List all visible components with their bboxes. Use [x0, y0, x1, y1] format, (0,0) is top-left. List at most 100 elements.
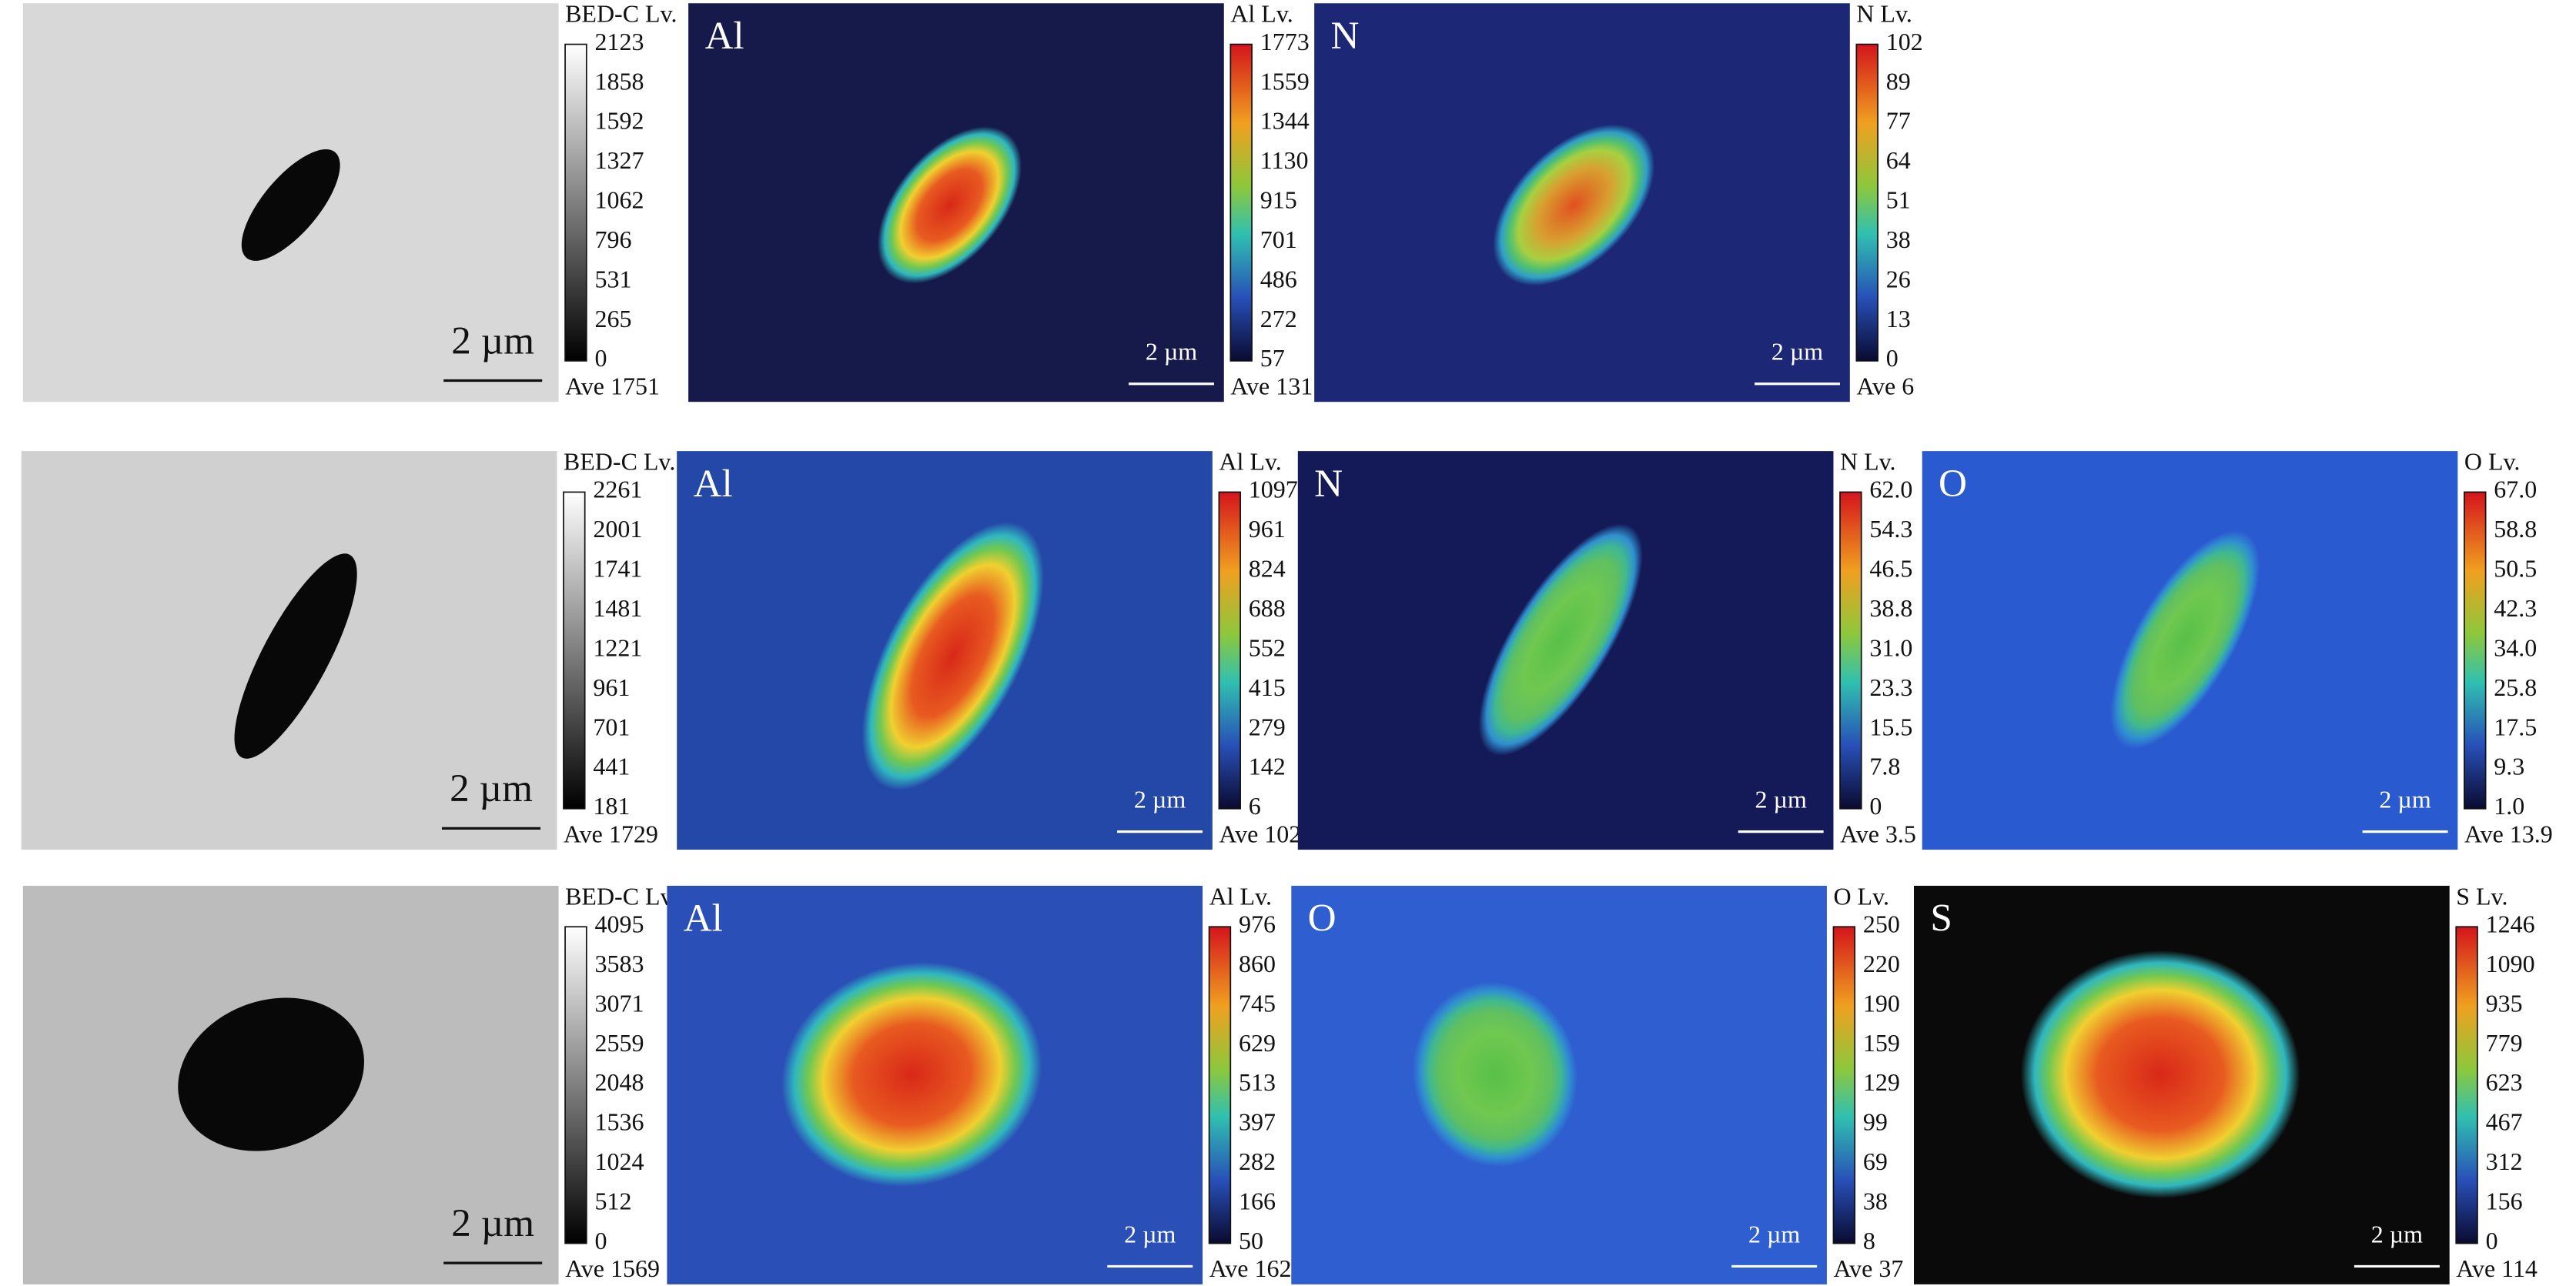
- colorbar-title: N Lv.: [1856, 1, 1912, 28]
- colorbar-tick-label: 250: [1863, 911, 1900, 938]
- colorbar: [1832, 926, 1856, 1244]
- colorbar-tick-label: 1024: [594, 1148, 644, 1175]
- scale-label: 2 µm: [2379, 787, 2430, 813]
- colorbar-tick-label: 1344: [1260, 108, 1310, 135]
- colorbar-tick-label: 26: [1886, 266, 1911, 292]
- colorbar-tick-label: 441: [593, 753, 630, 780]
- colorbar-tick-label: 142: [1249, 753, 1286, 780]
- colorbar-tick-label: 961: [1249, 516, 1286, 543]
- inclusion: [178, 997, 364, 1151]
- colorbar: [1839, 491, 1862, 810]
- average-label: Ave 6: [1856, 372, 1914, 399]
- colorbar-tick-label: 46.5: [1869, 556, 1912, 583]
- inclusion: [1412, 981, 1578, 1167]
- colorbar-tick-label: 3071: [594, 990, 644, 1017]
- element-label: O: [1939, 462, 1967, 506]
- average-label: Ave 1569: [565, 1255, 660, 1282]
- colorbar-tick-label: 57: [1260, 345, 1285, 372]
- map-panel: 2 µm: [22, 3, 559, 403]
- colorbar-tick-label: 779: [2486, 1030, 2523, 1057]
- colorbar-tick-label: 2123: [594, 28, 644, 55]
- colorbar-title: BED-C Lv.: [565, 883, 677, 910]
- colorbar-tick-label: 0: [1886, 345, 1899, 372]
- colorbar-tick-label: 38: [1886, 226, 1911, 253]
- inclusion: [1478, 523, 1643, 756]
- scale-label: 2 µm: [1748, 1221, 1800, 1248]
- element-label: Al: [704, 14, 744, 58]
- colorbar-tick-label: 1481: [593, 595, 642, 622]
- scale-label: 2 µm: [1134, 787, 1186, 813]
- colorbar-tick-label: 1536: [594, 1109, 644, 1136]
- colorbar-tick-label: 50.5: [2494, 556, 2537, 583]
- element-label: S: [1930, 897, 1952, 940]
- colorbar-tick-label: 38.8: [1869, 595, 1912, 622]
- average-label: Ave 13.9: [2464, 820, 2553, 847]
- colorbar-tick-label: 15.5: [1869, 713, 1912, 740]
- colorbar-title: O Lv.: [2464, 449, 2521, 476]
- colorbar: [1855, 43, 1878, 362]
- colorbar-tick-label: 9.3: [2494, 753, 2524, 780]
- colorbar: [564, 43, 587, 362]
- colorbar-tick-label: 2261: [593, 476, 642, 503]
- inclusion: [1493, 124, 1655, 286]
- colorbar-tick-label: 51: [1886, 187, 1911, 214]
- colorbar-tick-label: 701: [1260, 226, 1297, 253]
- element-label: O: [1308, 897, 1337, 940]
- colorbar-tick-label: 2001: [593, 516, 642, 543]
- inclusion: [781, 962, 1042, 1187]
- colorbar-tick-label: 3583: [594, 950, 644, 977]
- colorbar-tick-label: 265: [594, 306, 631, 332]
- colorbar-tick-label: 62.0: [1869, 476, 1912, 503]
- colorbar-title: N Lv.: [1840, 449, 1896, 476]
- colorbar-tick-label: 6: [1249, 793, 1261, 820]
- colorbar-tick-label: 190: [1863, 990, 1900, 1017]
- colorbar-tick-label: 13: [1886, 306, 1911, 332]
- colorbar-tick-label: 31.0: [1869, 634, 1912, 661]
- colorbar-tick-label: 2559: [594, 1030, 644, 1057]
- colorbar-tick-label: 623: [2486, 1069, 2523, 1096]
- colorbar-tick-label: 935: [2486, 990, 2523, 1017]
- colorbar-tick-label: 102: [1886, 28, 1923, 55]
- colorbar-tick-label: 552: [1249, 634, 1286, 661]
- colorbar-tick-label: 58.8: [2494, 516, 2537, 543]
- inclusion: [861, 522, 1044, 790]
- element-label: Al: [684, 897, 723, 940]
- colorbar-title: Al Lv.: [1219, 449, 1281, 476]
- colorbar-tick-label: 1858: [594, 68, 644, 95]
- colorbar-tick-label: 1327: [594, 147, 644, 174]
- colorbar: [1208, 926, 1232, 1244]
- colorbar-tick-label: 745: [1239, 990, 1276, 1017]
- average-label: Ave 162: [1209, 1255, 1292, 1282]
- colorbar-tick-label: 1559: [1260, 68, 1310, 95]
- colorbar-tick-label: 77: [1886, 108, 1911, 135]
- map-panel: O 2 µm: [1291, 885, 1827, 1284]
- colorbar-tick-label: 629: [1239, 1030, 1276, 1057]
- colorbar-tick-label: 796: [594, 226, 631, 253]
- scale-label: 2 µm: [450, 767, 533, 810]
- map-panel: Al 2 µm: [677, 451, 1213, 850]
- inclusion: [2020, 950, 2300, 1199]
- colorbar-title: O Lv.: [1833, 883, 1889, 910]
- map-panel: Al 2 µm: [667, 885, 1203, 1284]
- colorbar-tick-label: 1246: [2486, 911, 2535, 938]
- average-label: Ave 3.5: [1840, 820, 1916, 847]
- colorbar-tick-label: 7.8: [1869, 753, 1900, 780]
- colorbar-tick-label: 0: [2486, 1228, 2498, 1254]
- colorbar-tick-label: 486: [1260, 266, 1297, 292]
- inclusion: [234, 553, 357, 759]
- colorbar-tick-label: 54.3: [1869, 516, 1912, 543]
- colorbar: [563, 491, 586, 810]
- colorbar-tick-label: 181: [593, 793, 630, 820]
- colorbar-tick-label: 415: [1249, 674, 1286, 701]
- colorbar-tick-label: 1.0: [2494, 793, 2524, 820]
- colorbar-tick-label: 42.3: [2494, 595, 2537, 622]
- colorbar-tick-label: 0: [594, 345, 607, 372]
- average-label: Ave 1729: [564, 820, 658, 847]
- colorbar-tick-label: 99: [1863, 1109, 1888, 1136]
- element-label: N: [1314, 462, 1343, 506]
- colorbar-tick-label: 1592: [594, 108, 644, 135]
- average-label: Ave 102: [1219, 820, 1301, 847]
- colorbar-tick-label: 512: [594, 1188, 631, 1215]
- colorbar-tick-label: 282: [1239, 1148, 1276, 1175]
